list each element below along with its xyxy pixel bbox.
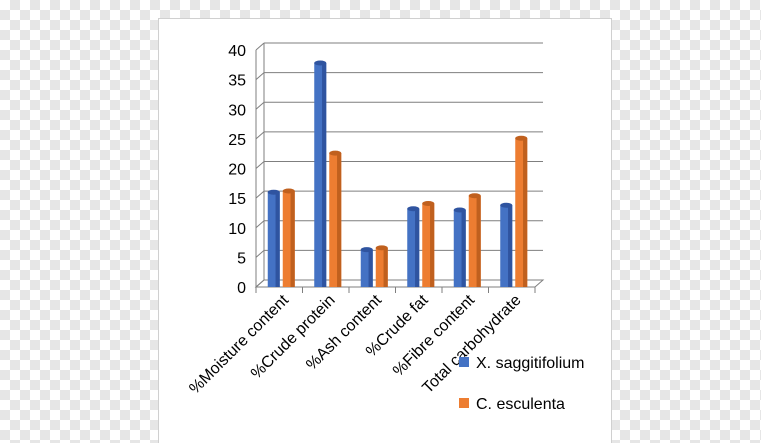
bar-c-esculenta xyxy=(422,200,435,287)
bar-x-saggitifolium xyxy=(500,202,513,287)
y-tick-label: 5 xyxy=(237,250,246,267)
legend-label: C. esculenta xyxy=(476,396,565,413)
floor xyxy=(254,279,545,288)
legend-swatch xyxy=(459,398,469,408)
bar-x-saggitifolium xyxy=(314,60,327,287)
bar-c-esculenta xyxy=(375,245,388,287)
depth-tick-line xyxy=(255,101,265,110)
bar-c-esculenta xyxy=(329,150,342,287)
x-category-label: %Crude protein xyxy=(248,292,339,383)
depth-tick-line xyxy=(255,72,265,81)
bar-c-esculenta xyxy=(468,193,481,287)
depth-tick-line xyxy=(255,42,265,51)
y-tick-label: 35 xyxy=(228,73,246,90)
depth-tick-line xyxy=(255,131,265,140)
bar-c-esculenta xyxy=(515,135,528,287)
bar-x-saggitifolium xyxy=(407,206,420,287)
legend-label: X. saggitifolium xyxy=(476,355,585,372)
bar-c-esculenta xyxy=(282,188,295,287)
depth-tick-line xyxy=(255,190,265,199)
depth-tick-line xyxy=(255,220,265,229)
chart-panel xyxy=(158,18,612,443)
y-tick-label: 0 xyxy=(237,280,246,297)
legend-swatch xyxy=(459,357,469,367)
y-tick-label: 25 xyxy=(228,132,246,149)
y-tick-label: 40 xyxy=(228,43,246,60)
y-tick-label: 10 xyxy=(228,221,246,238)
bar-x-saggitifolium xyxy=(360,247,373,287)
depth-tick-line xyxy=(255,161,265,169)
y-tick-label: 30 xyxy=(228,102,246,119)
y-tick-label: 15 xyxy=(228,191,246,208)
y-tick-label: 20 xyxy=(228,162,246,179)
bar-x-saggitifolium xyxy=(453,207,466,287)
depth-tick-line xyxy=(255,249,265,258)
bar-x-saggitifolium xyxy=(267,189,280,287)
